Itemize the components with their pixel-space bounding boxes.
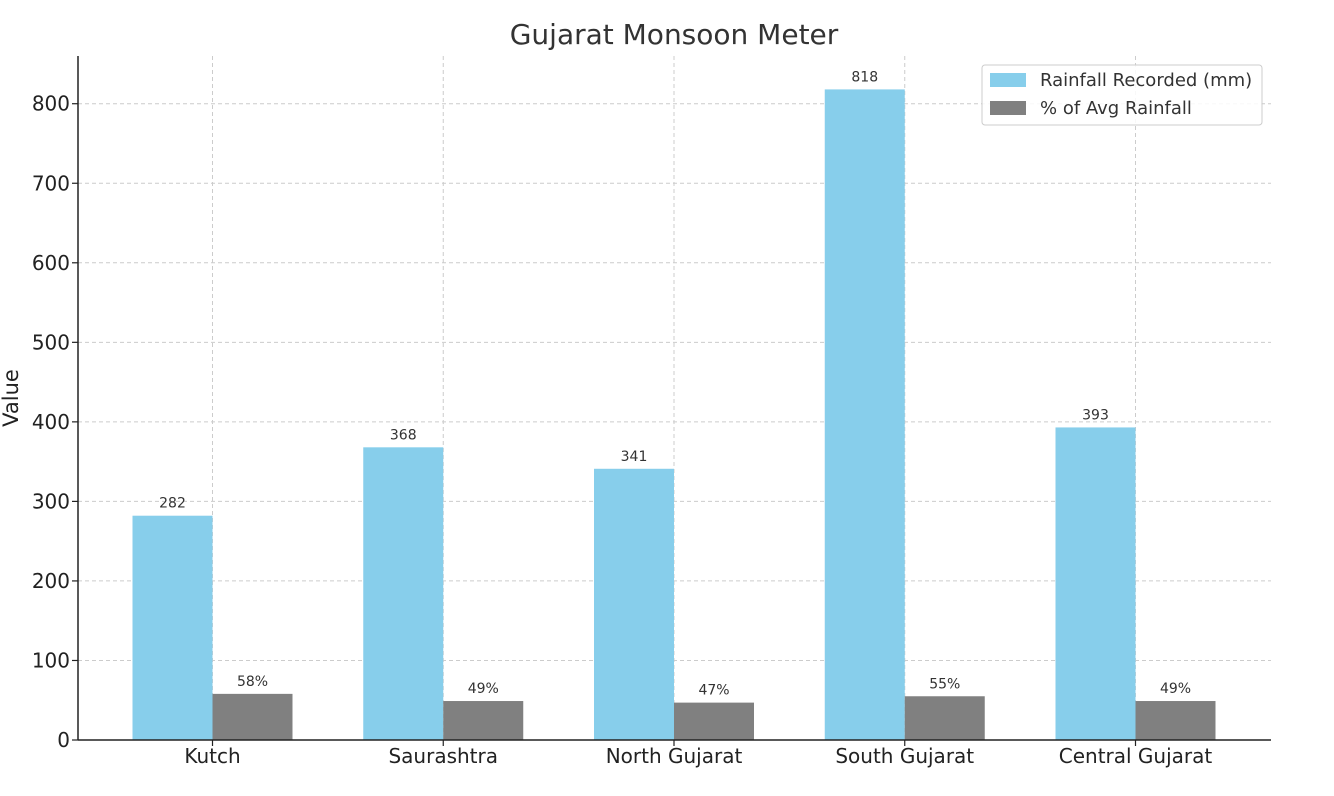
x-tick-label: North Gujarat [606,744,743,768]
legend-entry-percent: % of Avg Rainfall [1040,98,1192,119]
x-tick-label: Kutch [184,744,240,768]
bar-rainfall [824,89,905,740]
data-label-rainfall: 818 [851,69,878,85]
legend-entry-rainfall: Rainfall Recorded (mm) [1040,70,1252,91]
legend-swatch-rainfall [990,73,1026,87]
legend-box [981,64,1263,126]
y-tick-label: 200 [32,569,70,593]
chart-title: Gujarat Monsoon Meter [510,18,839,51]
bar-rainfall [363,447,444,740]
data-label-percent: 58% [237,674,268,690]
bar-rainfall [594,468,674,740]
data-label-rainfall: 393 [1082,407,1109,423]
x-tick-label: South Gujarat [835,744,974,768]
bar-percent-avg [904,696,985,740]
bar-percent-avg [1135,701,1216,740]
data-label-percent: 55% [929,676,960,692]
axes [72,56,1271,746]
bar-percent-avg [443,701,524,740]
data-label-rainfall: 282 [159,496,186,512]
x-tick-labels: Kutch Saurashtra North Gujarat South Gujara… [184,744,1212,768]
legend-swatch-percent [990,101,1026,115]
bar-percent-avg [212,693,293,740]
bar-rainfall [1055,427,1136,740]
bar-percent-avg [674,702,754,740]
y-axis-label: Value [0,369,23,427]
y-tick-label: 0 [57,728,70,752]
x-tick-label: Central Gujarat [1059,744,1213,768]
data-label-rainfall: 341 [621,449,648,465]
y-tick-label: 700 [32,171,70,195]
legend: Rainfall Recorded (mm) % of Avg Rainfall [981,64,1263,126]
data-label-rainfall: 368 [390,427,417,443]
y-tick-label: 300 [32,489,70,513]
data-label-percent: 49% [468,681,499,697]
data-label-percent: 47% [698,683,729,699]
x-tick-label: Saurashtra [388,744,498,768]
bars [132,89,1216,740]
y-tick-label: 400 [32,410,70,434]
y-tick-label: 500 [32,330,70,354]
y-tick-label: 600 [32,251,70,275]
data-label-percent: 49% [1160,681,1191,697]
data-labels: 282 368 341 818 393 58% 49% 47% 55% 49% [159,69,1191,698]
y-tick-label: 800 [32,92,70,116]
y-tick-labels: 0 100 200 300 400 500 600 700 800 [32,92,70,752]
bar-rainfall [132,515,213,740]
y-tick-label: 100 [32,648,70,672]
